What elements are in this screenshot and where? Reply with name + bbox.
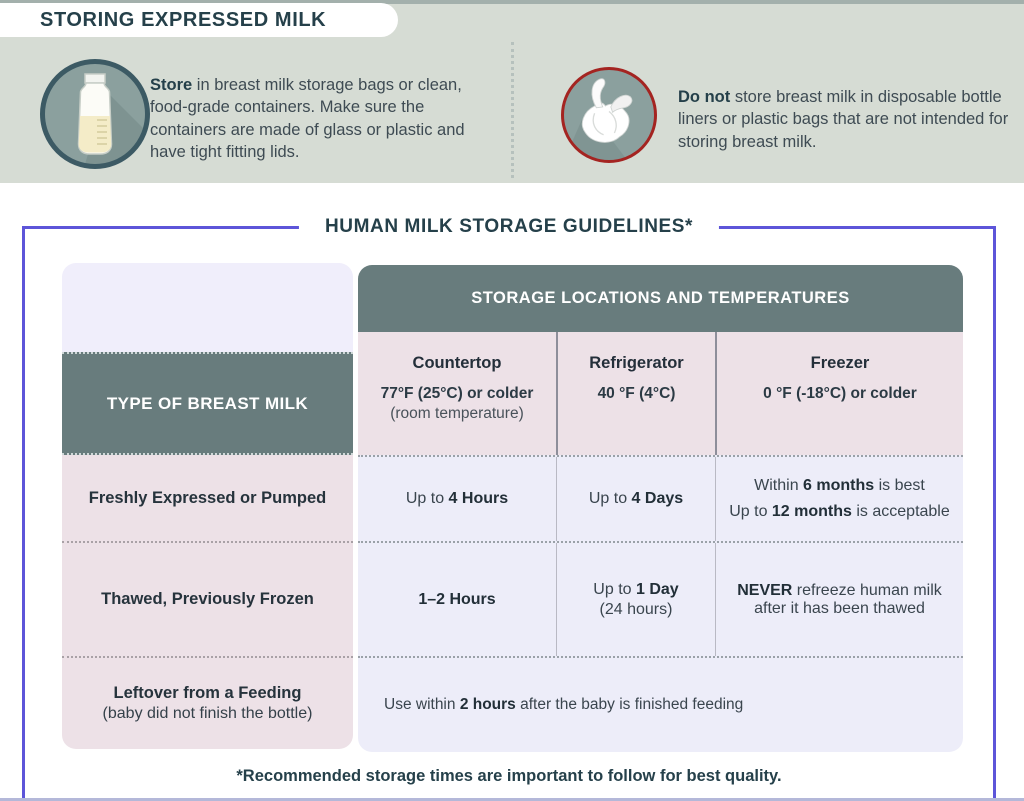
column-temp: 77°F (25°C) or colder [380,385,534,402]
cell-text: after the baby is finished feeding [515,696,744,713]
storage-table: STORAGE LOCATIONS AND TEMPERATURES Count… [358,265,963,752]
panel-divider [511,42,514,178]
cell-text: Within [754,477,804,494]
cell-text: refreeze human milk after it has been th… [754,581,942,617]
bottle-graphic [77,73,145,164]
footnote: *Recommended storage times are important… [236,767,782,785]
column-headers-row: Countertop 77°F (25°C) or colder (room t… [358,332,963,455]
cell-bold: 6 months [803,477,875,494]
column-group-header-label: STORAGE LOCATIONS AND TEMPERATURES [471,289,850,307]
row-type-label: Thawed, Previously Frozen [101,590,314,608]
column-temp: 40 °F (4°C) [597,385,676,402]
cell-text: (24 hours) [599,600,673,618]
do-not-tip-text: Do not store breast milk in disposable b… [678,86,1023,153]
bottom-border-line [0,798,1024,801]
corner-cell [62,263,353,352]
row-label-leftover: Leftover from a Feeding (baby did not fi… [62,656,353,749]
column-temp: 0 °F (-18°C) or colder [763,385,917,402]
cell-text: Use within [384,696,460,713]
cell-leftover-span: Use within 2 hours after the baby is fin… [358,696,963,714]
table-row-leftover: Use within 2 hours after the baby is fin… [358,656,963,752]
cell-fresh-freezer: Within 6 months is best Up to 12 months … [715,457,963,541]
cell-bold: NEVER [737,581,793,599]
plastic-bag-graphic [564,78,633,160]
guidelines-box: HUMAN MILK STORAGE GUIDELINES* TYPE OF B… [22,216,996,801]
cell-bold: 1–2 Hours [418,590,496,608]
row-label-thawed: Thawed, Previously Frozen [62,541,353,656]
storing-milk-section: STORING EXPRESSED MILK Store in breast m… [0,0,1024,183]
do-not-tip-bold: Do not [678,88,731,106]
row-header-label: TYPE OF BREAST MILK [106,393,309,413]
cell-thawed-countertop: 1–2 Hours [358,543,556,656]
store-tip-bold: Store [150,76,193,94]
cell-bold: 4 Hours [448,490,509,507]
cell-text: Up to [729,503,772,520]
column-header-countertop: Countertop 77°F (25°C) or colder (room t… [358,332,556,455]
store-tip-body: in breast milk storage bags or clean, fo… [150,76,465,161]
table-row-thawed: 1–2 Hours Up to 1 Day (24 hours) NEVER r… [358,541,963,656]
cell-bold: 2 hours [459,696,516,713]
column-header-refrigerator: Refrigerator 40 °F (4°C) [556,332,715,455]
cell-text: is acceptable [851,503,950,520]
column-name: Freezer [810,354,870,372]
column-name: Countertop [412,354,502,372]
cell-bold: 4 Days [631,490,684,507]
column-header-freezer: Freezer 0 °F (-18°C) or colder [715,332,963,455]
milk-storage-bottle-icon [40,59,150,169]
table-row-freshly-expressed: Up to 4 Hours Up to 4 Days Within 6 mont… [358,455,963,541]
section-title: STORING EXPRESSED MILK [40,8,327,31]
cell-thawed-refrigerator: Up to 1 Day (24 hours) [556,543,715,656]
cell-fresh-refrigerator: Up to 4 Days [556,457,715,541]
cell-text: is best [874,477,925,494]
plastic-bag-prohibited-icon [561,67,657,163]
column-group-header: STORAGE LOCATIONS AND TEMPERATURES [358,265,963,332]
type-of-milk-column: TYPE OF BREAST MILK Freshly Expressed or… [62,263,353,749]
guidelines-title: HUMAN MILK STORAGE GUIDELINES* [298,216,720,238]
cell-bold: 1 Day [635,580,679,598]
do-not-tip-body: store breast milk in disposable bottle l… [678,88,1009,151]
cell-bold: 12 months [771,503,852,520]
section-title-banner: STORING EXPRESSED MILK [0,3,398,37]
cell-text: Up to [593,580,636,598]
cell-fresh-countertop: Up to 4 Hours [358,457,556,541]
row-label-freshly-expressed: Freshly Expressed or Pumped [62,455,353,541]
column-note: (room temperature) [390,405,524,422]
row-type-label: Leftover from a Feeding [113,684,302,702]
cell-text: Up to [405,490,449,507]
cell-thawed-freezer: NEVER refreeze human milk after it has b… [715,543,963,656]
row-header-band: TYPE OF BREAST MILK [62,352,353,455]
store-tip-text: Store in breast milk storage bags or cle… [150,74,502,163]
row-type-label: Freshly Expressed or Pumped [88,488,327,507]
top-strip-decoration [0,0,1024,4]
row-type-note: (baby did not finish the bottle) [102,705,313,722]
cell-text: Up to [588,490,632,507]
column-name: Refrigerator [589,354,684,372]
